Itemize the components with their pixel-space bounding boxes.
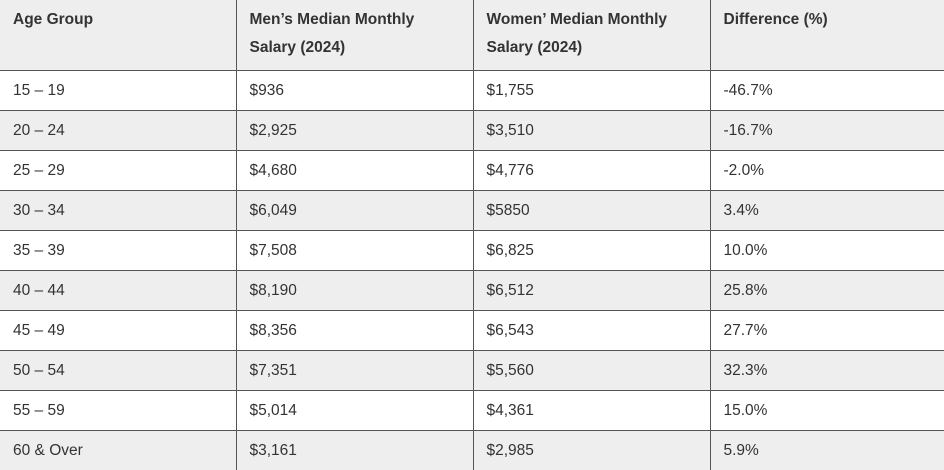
- header-age-group: Age Group: [0, 0, 236, 71]
- cell-age-group: 50 – 54: [0, 351, 236, 391]
- cell-age-group: 55 – 59: [0, 391, 236, 431]
- table-row: 25 – 29 $4,680 $4,776 -2.0%: [0, 151, 944, 191]
- cell-age-group: 15 – 19: [0, 71, 236, 111]
- table-row: 30 – 34 $6,049 $5850 3.4%: [0, 191, 944, 231]
- cell-age-group: 20 – 24: [0, 111, 236, 151]
- cell-women-salary: $6,825: [473, 231, 710, 271]
- cell-women-salary: $2,985: [473, 431, 710, 470]
- cell-difference: -2.0%: [710, 151, 944, 191]
- table-header: Age Group Men’s Median Monthly Salary (2…: [0, 0, 944, 71]
- cell-age-group: 45 – 49: [0, 311, 236, 351]
- cell-men-salary: $7,351: [236, 351, 473, 391]
- header-row: Age Group Men’s Median Monthly Salary (2…: [0, 0, 944, 71]
- cell-difference: 10.0%: [710, 231, 944, 271]
- cell-women-salary: $5,560: [473, 351, 710, 391]
- table-row: 40 – 44 $8,190 $6,512 25.8%: [0, 271, 944, 311]
- cell-men-salary: $5,014: [236, 391, 473, 431]
- cell-difference: 3.4%: [710, 191, 944, 231]
- header-women-salary-line2: Salary (2024): [487, 34, 710, 62]
- cell-difference: 5.9%: [710, 431, 944, 470]
- header-difference-label: Difference (%): [724, 6, 944, 34]
- cell-women-salary: $6,543: [473, 311, 710, 351]
- cell-men-salary: $8,190: [236, 271, 473, 311]
- table-row: 55 – 59 $5,014 $4,361 15.0%: [0, 391, 944, 431]
- cell-difference: 25.8%: [710, 271, 944, 311]
- header-women-salary: Women’ Median Monthly Salary (2024): [473, 0, 710, 71]
- cell-men-salary: $2,925: [236, 111, 473, 151]
- cell-difference: -46.7%: [710, 71, 944, 111]
- cell-women-salary: $4,776: [473, 151, 710, 191]
- cell-men-salary: $4,680: [236, 151, 473, 191]
- table-row: 35 – 39 $7,508 $6,825 10.0%: [0, 231, 944, 271]
- header-age-group-label: Age Group: [13, 6, 236, 34]
- table-row: 20 – 24 $2,925 $3,510 -16.7%: [0, 111, 944, 151]
- cell-men-salary: $6,049: [236, 191, 473, 231]
- cell-age-group: 30 – 34: [0, 191, 236, 231]
- header-women-salary-line1: Women’ Median Monthly: [487, 6, 710, 34]
- cell-men-salary: $7,508: [236, 231, 473, 271]
- table-row: 45 – 49 $8,356 $6,543 27.7%: [0, 311, 944, 351]
- cell-women-salary: $6,512: [473, 271, 710, 311]
- cell-age-group: 25 – 29: [0, 151, 236, 191]
- header-men-salary: Men’s Median Monthly Salary (2024): [236, 0, 473, 71]
- cell-difference: 27.7%: [710, 311, 944, 351]
- cell-women-salary: $5850: [473, 191, 710, 231]
- cell-women-salary: $1,755: [473, 71, 710, 111]
- table-row: 15 – 19 $936 $1,755 -46.7%: [0, 71, 944, 111]
- cell-difference: -16.7%: [710, 111, 944, 151]
- header-difference: Difference (%): [710, 0, 944, 71]
- cell-age-group: 40 – 44: [0, 271, 236, 311]
- table-body: 15 – 19 $936 $1,755 -46.7% 20 – 24 $2,92…: [0, 71, 944, 470]
- cell-difference: 32.3%: [710, 351, 944, 391]
- cell-women-salary: $4,361: [473, 391, 710, 431]
- table-row: 50 – 54 $7,351 $5,560 32.3%: [0, 351, 944, 391]
- cell-women-salary: $3,510: [473, 111, 710, 151]
- table-row: 60 & Over $3,161 $2,985 5.9%: [0, 431, 944, 470]
- cell-age-group: 60 & Over: [0, 431, 236, 470]
- cell-men-salary: $8,356: [236, 311, 473, 351]
- header-men-salary-line1: Men’s Median Monthly: [250, 6, 473, 34]
- cell-men-salary: $3,161: [236, 431, 473, 470]
- cell-difference: 15.0%: [710, 391, 944, 431]
- header-men-salary-line2: Salary (2024): [250, 34, 473, 62]
- cell-age-group: 35 – 39: [0, 231, 236, 271]
- cell-men-salary: $936: [236, 71, 473, 111]
